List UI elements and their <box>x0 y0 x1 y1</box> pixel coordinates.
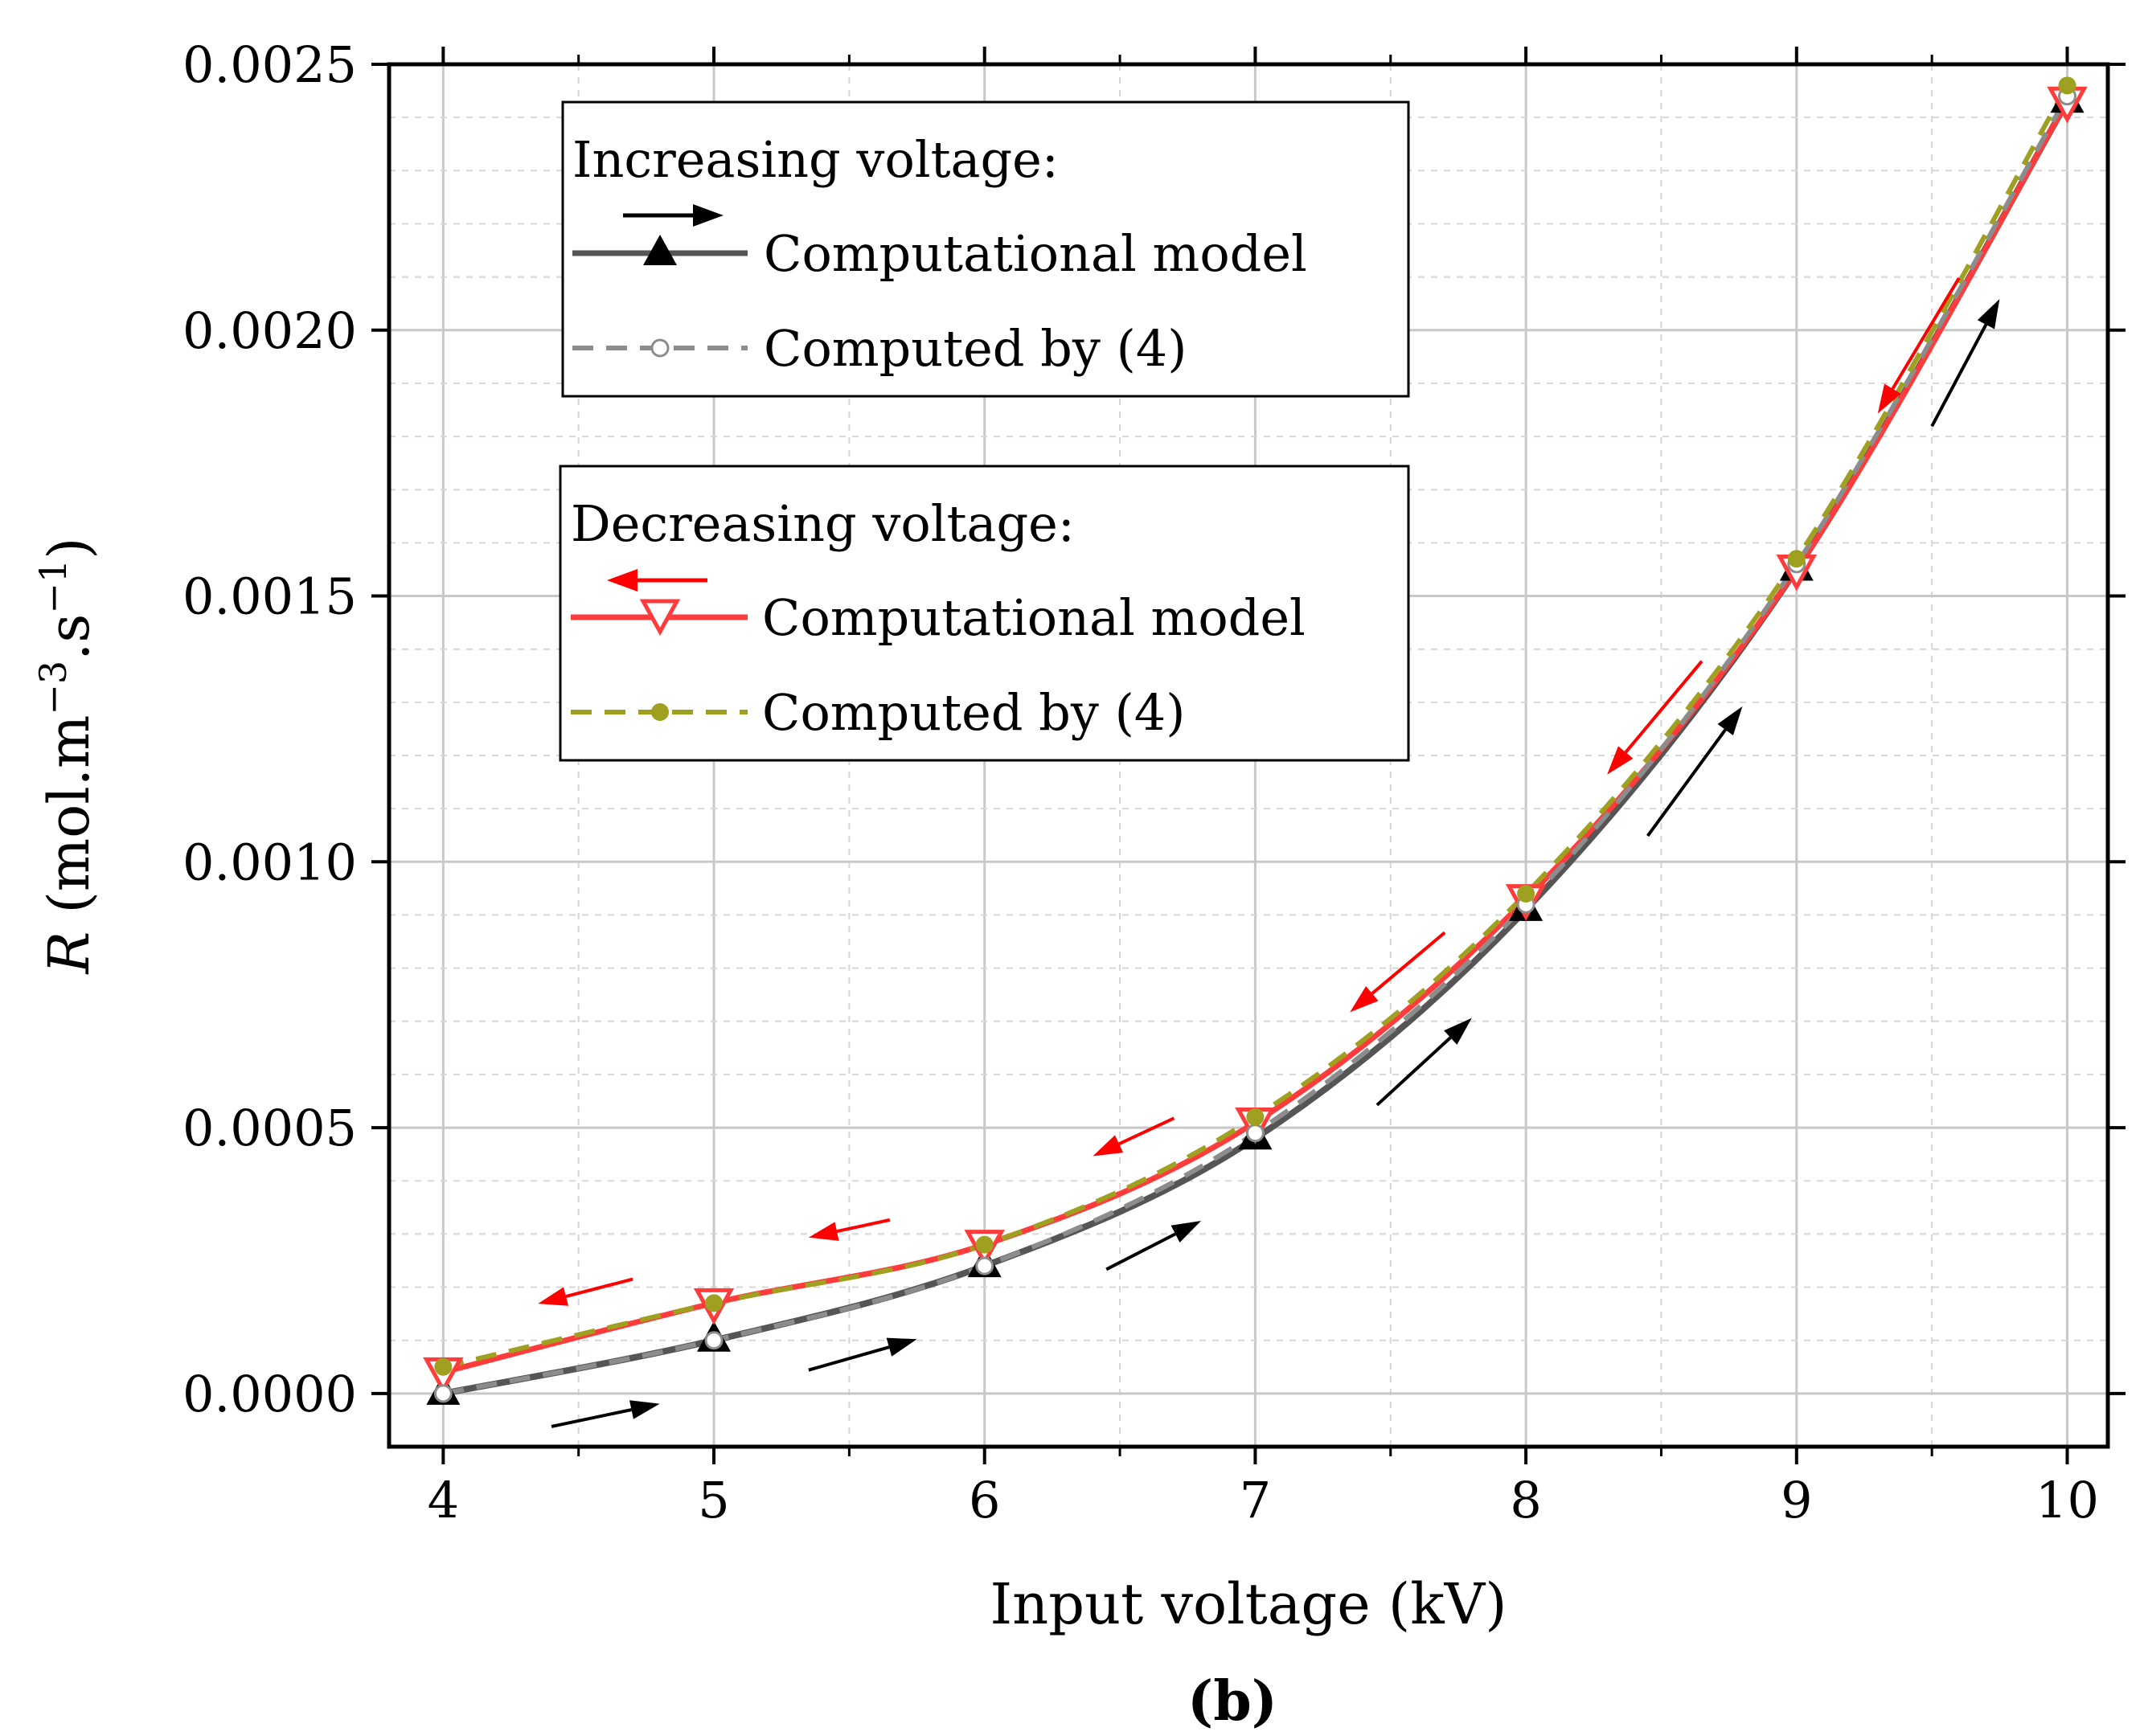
direction-arrowhead-increasing <box>886 1337 917 1357</box>
direction-arrowhead-decreasing <box>1607 746 1634 775</box>
direction-arrowhead-increasing <box>1717 706 1743 735</box>
y-tick-label: 0.0005 <box>182 1099 357 1157</box>
legend-increasing-model-marker <box>643 235 677 265</box>
direction-arrowhead-increasing <box>629 1400 660 1419</box>
direction-arrowhead-decreasing <box>1093 1135 1124 1157</box>
direction-arrowhead-decreasing <box>538 1287 569 1306</box>
x-tick-label: 7 <box>1240 1471 1271 1529</box>
legend-decreasing-arrowhead <box>607 569 637 592</box>
y-axis-label-exponent-2: −1 <box>31 559 75 614</box>
y-tick-label: 0.0020 <box>182 301 357 360</box>
legend-decreasing-eq4-label: Computed by (4) <box>762 683 1185 742</box>
data-point-decreasing-eq4 <box>975 1235 994 1254</box>
data-point-decreasing-eq4 <box>1787 550 1806 568</box>
y-axis-label: R (mol.m−3.s−1) <box>31 538 102 976</box>
data-point-decreasing-eq4 <box>1246 1108 1265 1126</box>
direction-arrowhead-increasing <box>1170 1220 1202 1243</box>
series-line-2 <box>442 95 2070 1396</box>
legend-increasing-title: Increasing voltage: <box>572 130 1059 189</box>
direction-arrow-decreasing <box>565 1277 633 1299</box>
y-tick-label: 0.0025 <box>182 35 357 94</box>
direction-arrowhead-decreasing <box>1877 383 1901 414</box>
legend-decreasing-eq4-marker <box>651 703 669 721</box>
data-point-decreasing-eq4 <box>705 1294 724 1312</box>
data-point-increasing-eq4 <box>433 1384 453 1403</box>
x-tick-label: 9 <box>1781 1471 1812 1529</box>
legend-increasing-arrowhead <box>693 204 724 227</box>
legend-decreasing-title: Decreasing voltage: <box>571 494 1075 553</box>
y-tick-label: 0.0010 <box>182 833 357 891</box>
x-axis-label: Input voltage (kV) <box>990 1571 1507 1637</box>
direction-arrow-increasing <box>551 1408 632 1428</box>
direction-arrowhead-increasing <box>1444 1017 1472 1045</box>
legend-increasing-box <box>561 100 1410 398</box>
direction-arrow-increasing <box>1930 323 1988 428</box>
legend-decreasing-box <box>559 465 1410 762</box>
direction-arrow-decreasing <box>1624 660 1703 754</box>
direction-arrow-decreasing <box>836 1218 891 1234</box>
legend-increasing-eq4-marker <box>650 338 670 358</box>
y-axis-tick-labels: 0.0000 0.0005 0.0010 0.0015 0.0020 0.0025 <box>182 35 357 1423</box>
legend-increasing-model-label: Computational model <box>764 224 1307 283</box>
y-axis-label-unit: (mol.m <box>36 715 102 931</box>
x-tick-label: 4 <box>428 1471 459 1529</box>
direction-arrowhead-decreasing <box>1350 985 1379 1013</box>
x-tick-label: 10 <box>2035 1471 2099 1529</box>
direction-arrow-decreasing <box>1371 931 1446 995</box>
legend-increasing: Increasing voltage: Computational model … <box>561 100 1410 398</box>
legend-decreasing-model-label: Computational model <box>762 588 1306 647</box>
legend-decreasing-model-marker <box>639 599 681 637</box>
figure-caption: (b) <box>1187 1669 1277 1734</box>
direction-arrowhead-increasing <box>1977 299 2000 330</box>
data-point-increasing-eq4 <box>1245 1124 1265 1143</box>
x-tick-label: 8 <box>1510 1471 1541 1529</box>
y-axis-label-unit-mid: .s <box>36 614 102 661</box>
y-tick-label: 0.0000 <box>182 1365 357 1423</box>
direction-arrow-decreasing <box>1118 1116 1175 1146</box>
direction-arrow-increasing <box>1646 728 1727 837</box>
data-point-increasing-eq4 <box>975 1256 994 1275</box>
series-layer <box>423 76 2088 1405</box>
direction-arrow-increasing <box>1105 1232 1176 1271</box>
x-axis-tick-labels: 4 5 6 7 8 9 10 <box>428 1471 2099 1529</box>
legend-increasing-eq4-label: Computed by (4) <box>764 319 1187 378</box>
series-line-4 <box>442 84 2070 1370</box>
data-point-decreasing-eq4 <box>1517 885 1535 903</box>
data-point-increasing-eq4 <box>704 1331 724 1350</box>
data-point-decreasing-eq4 <box>2058 76 2076 95</box>
direction-arrowhead-decreasing <box>808 1222 839 1241</box>
direction-arrow-decreasing <box>1891 277 1961 390</box>
axis-ticks <box>371 47 2126 1464</box>
direction-arrows <box>538 277 2000 1428</box>
y-axis-label-symbol: R <box>36 931 102 976</box>
data-point-decreasing-eq4 <box>434 1357 453 1376</box>
direction-arrow-increasing <box>808 1345 890 1372</box>
x-tick-label: 6 <box>969 1471 1000 1529</box>
plot-area-frame <box>387 62 2110 1449</box>
y-axis-label-exponent-1: −3 <box>31 661 75 715</box>
y-tick-label: 0.0015 <box>182 567 357 626</box>
legend-decreasing: Decreasing voltage: Computational model … <box>559 465 1410 762</box>
y-axis-label-unit-end: ) <box>36 538 102 559</box>
x-tick-label: 5 <box>698 1471 729 1529</box>
series-line-3 <box>442 100 2070 1375</box>
direction-arrow-increasing <box>1375 1036 1452 1107</box>
